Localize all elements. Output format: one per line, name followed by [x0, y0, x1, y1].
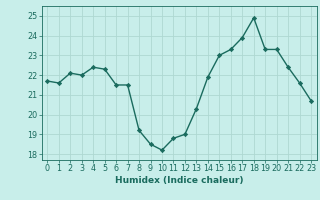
- X-axis label: Humidex (Indice chaleur): Humidex (Indice chaleur): [115, 176, 244, 185]
